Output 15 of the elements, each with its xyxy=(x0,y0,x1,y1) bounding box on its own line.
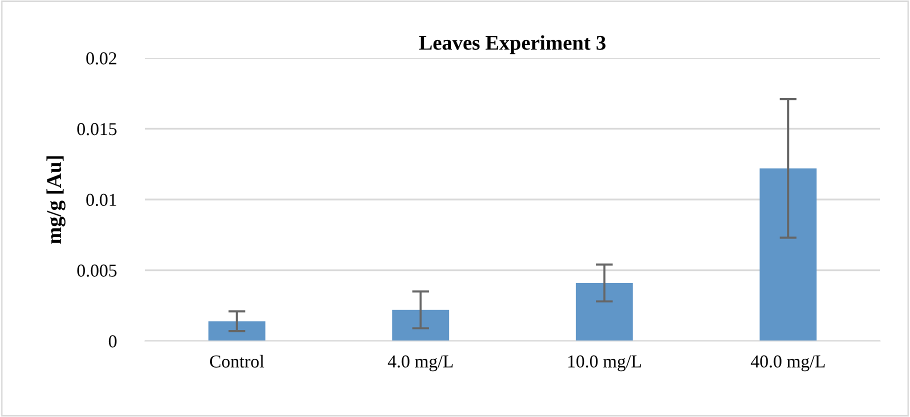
y-axis-title: mg/g [Au] xyxy=(46,156,66,244)
y-tick-label: 0.005 xyxy=(77,264,117,277)
y-tick-label: 0.01 xyxy=(86,194,116,206)
chart-title: Leaves Experiment 3 xyxy=(419,35,606,54)
x-tick-label: 10.0 mg/L xyxy=(568,355,641,372)
y-tick-label: 0.02 xyxy=(86,52,116,65)
bar xyxy=(392,310,450,341)
x-tick-label: 40.0 mg/L xyxy=(750,355,825,372)
y-tick-label: 0 xyxy=(108,335,117,348)
bar xyxy=(208,321,266,341)
x-tick-label: 4.0 mg/L xyxy=(388,355,453,372)
bar xyxy=(760,168,817,341)
bar xyxy=(576,282,633,341)
x-tick-label: Control xyxy=(210,354,264,368)
y-tick-label: 0.015 xyxy=(77,123,117,136)
